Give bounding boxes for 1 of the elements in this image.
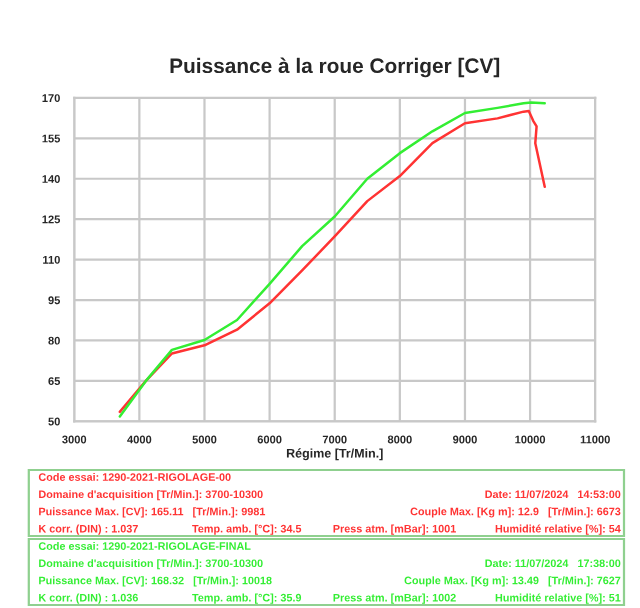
chart-title: Puissance à la roue Corriger [CV] — [170, 57, 500, 78]
